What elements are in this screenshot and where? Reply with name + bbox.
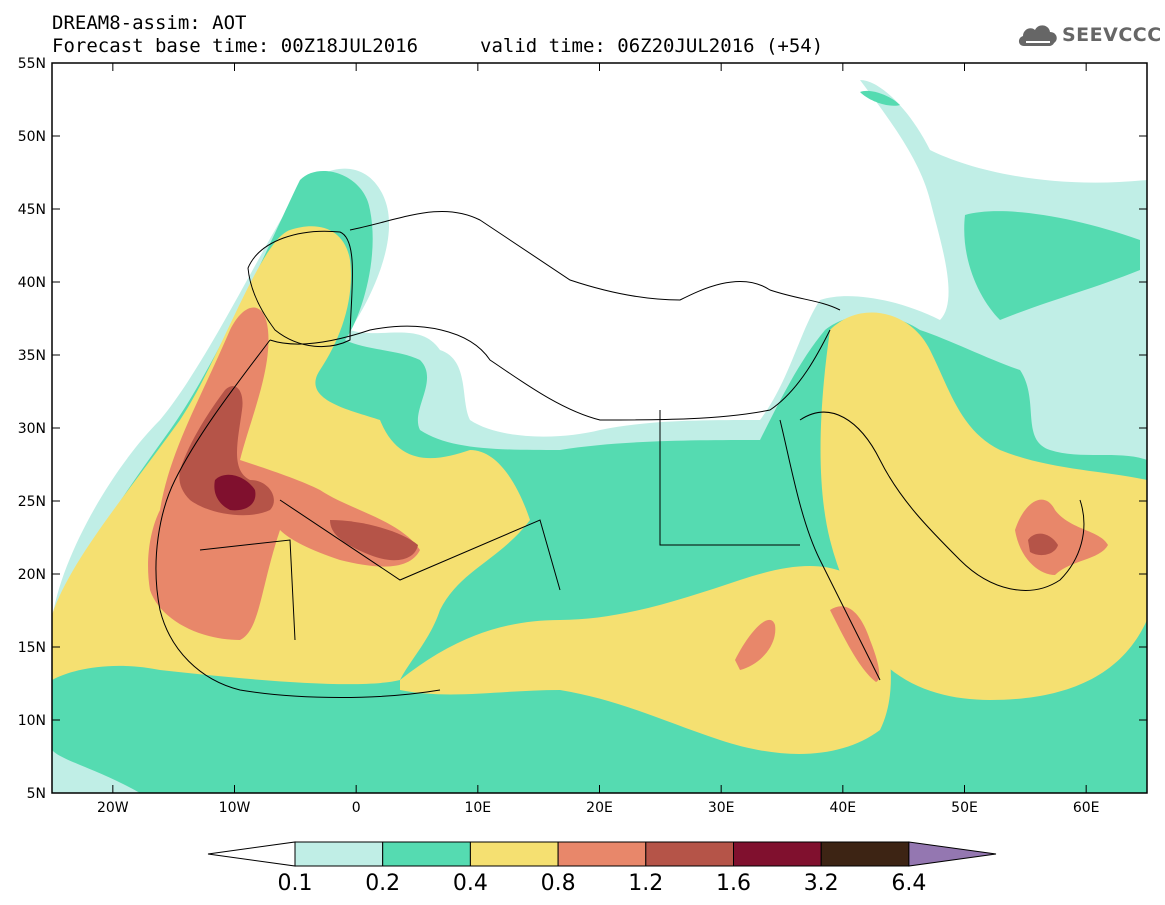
longitude-axis: 20W 10W 0 10E 20E 30E 40E 50E 60E xyxy=(97,63,1100,816)
colorbar-label: 0.8 xyxy=(540,871,576,896)
aot-band-0.4-arabia xyxy=(820,312,1147,700)
colorbar-label: 0.2 xyxy=(365,871,401,896)
colorbar-box xyxy=(645,841,734,867)
lat-tick-label: 55N xyxy=(18,56,46,72)
colorbar-box xyxy=(382,841,471,867)
aot-band-0.8-redsea xyxy=(830,606,880,682)
lon-tick-label: 50E xyxy=(951,800,978,816)
colorbar-label: 1.2 xyxy=(628,871,664,896)
border-sahara-3 xyxy=(659,410,800,546)
lon-tick-label: 10E xyxy=(464,800,491,816)
colorbar-box xyxy=(820,841,910,867)
cloud-icon xyxy=(1018,25,1057,46)
colorbar-label: 1.6 xyxy=(716,871,751,896)
coast-red-sea xyxy=(779,419,881,681)
colorbar-label: 0.1 xyxy=(277,871,313,896)
colorbar-box xyxy=(294,841,384,867)
aot-band-0.2-caspian xyxy=(964,211,1140,320)
lon-tick-label: 10W xyxy=(219,800,251,816)
aot-band-0.8-sudan xyxy=(735,619,776,670)
coast-north-africa xyxy=(269,325,831,421)
lon-tick-label: 30E xyxy=(708,800,735,816)
lat-tick-label: 45N xyxy=(18,202,46,218)
colorbar-high-arrow xyxy=(908,841,997,867)
aot-band-0.2-black-sea-north xyxy=(860,90,900,106)
aot-field xyxy=(52,80,1147,793)
aot-band-0.4-sahel xyxy=(400,566,891,754)
colorbar-low-arrow xyxy=(207,841,296,867)
valid-time: valid time: 06Z20JUL2016 (+54) xyxy=(480,35,824,57)
map-title: DREAM8-assim: AOT xyxy=(52,12,247,34)
aot-band-1.2-oman xyxy=(1028,533,1058,556)
colorbar xyxy=(207,841,997,867)
colorbar-box xyxy=(469,841,559,867)
lat-tick-label: 30N xyxy=(18,421,46,437)
coastlines xyxy=(155,210,1085,698)
lon-tick-label: 20E xyxy=(586,800,613,816)
border-sahara-2 xyxy=(279,499,561,591)
colorbar-label: 3.2 xyxy=(803,871,839,896)
coast-iberia xyxy=(247,230,353,348)
aot-band-1.2 xyxy=(179,386,274,516)
coast-europe-south xyxy=(349,210,841,311)
lat-tick-label: 15N xyxy=(18,640,46,656)
lon-tick-label: 20W xyxy=(97,800,129,816)
latitude-axis: 55N 50N 45N 40N 35N 30N 25N 20N 15N 10N 5N xyxy=(18,56,1147,802)
coast-arabia xyxy=(799,411,1085,591)
lat-tick-label: 20N xyxy=(18,567,46,583)
aot-band-0.8 xyxy=(148,307,420,640)
colorbar-label: 6.4 xyxy=(891,871,927,896)
lat-tick-label: 10N xyxy=(18,713,46,729)
lat-tick-label: 25N xyxy=(18,494,46,510)
colorbar-box xyxy=(557,841,647,867)
aot-band-0.8-oman xyxy=(1015,499,1108,575)
lon-tick-label: 60E xyxy=(1073,800,1100,816)
lat-tick-label: 40N xyxy=(18,275,46,291)
lon-tick-label: 40E xyxy=(829,800,856,816)
border-sahara-1 xyxy=(199,539,296,641)
aot-band-1.6 xyxy=(214,474,256,511)
aot-band-1.2-east xyxy=(330,520,418,561)
lat-tick-label: 35N xyxy=(18,348,46,364)
colorbar-label: 0.4 xyxy=(452,871,488,896)
logo-text: SEEVCCC xyxy=(1062,24,1162,46)
colorbar-box xyxy=(733,841,822,867)
coast-west-africa xyxy=(155,339,441,698)
lon-tick-label: 0 xyxy=(352,800,361,816)
lat-tick-label: 5N xyxy=(27,786,46,802)
forecast-base-time: Forecast base time: 00Z18JUL2016 xyxy=(52,35,419,57)
seevccc-logo: SEEVCCC xyxy=(1016,20,1162,50)
lat-tick-label: 50N xyxy=(18,129,46,145)
